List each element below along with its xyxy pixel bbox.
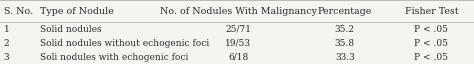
Text: P < .05: P < .05 bbox=[414, 39, 448, 48]
Text: P < .05: P < .05 bbox=[414, 53, 448, 62]
Text: 3: 3 bbox=[4, 53, 9, 62]
Text: 35.2: 35.2 bbox=[335, 25, 355, 34]
Text: 19/53: 19/53 bbox=[225, 39, 251, 48]
Text: Fisher Test: Fisher Test bbox=[404, 7, 458, 16]
Text: 1: 1 bbox=[4, 25, 9, 34]
Text: No. of Nodules With Malignancy: No. of Nodules With Malignancy bbox=[160, 7, 317, 16]
Text: Percentage: Percentage bbox=[318, 7, 372, 16]
Text: 35.8: 35.8 bbox=[335, 39, 355, 48]
Text: Solid nodules without echogenic foci: Solid nodules without echogenic foci bbox=[40, 39, 210, 48]
Text: Type of Nodule: Type of Nodule bbox=[40, 7, 114, 16]
Text: Solid nodules: Solid nodules bbox=[40, 25, 102, 34]
Text: 33.3: 33.3 bbox=[335, 53, 355, 62]
Text: S. No.: S. No. bbox=[4, 7, 33, 16]
Text: 6/18: 6/18 bbox=[228, 53, 248, 62]
Text: Soli nodules with echogenic foci: Soli nodules with echogenic foci bbox=[40, 53, 189, 62]
Text: 25/71: 25/71 bbox=[225, 25, 251, 34]
Text: 2: 2 bbox=[4, 39, 9, 48]
Text: P < .05: P < .05 bbox=[414, 25, 448, 34]
